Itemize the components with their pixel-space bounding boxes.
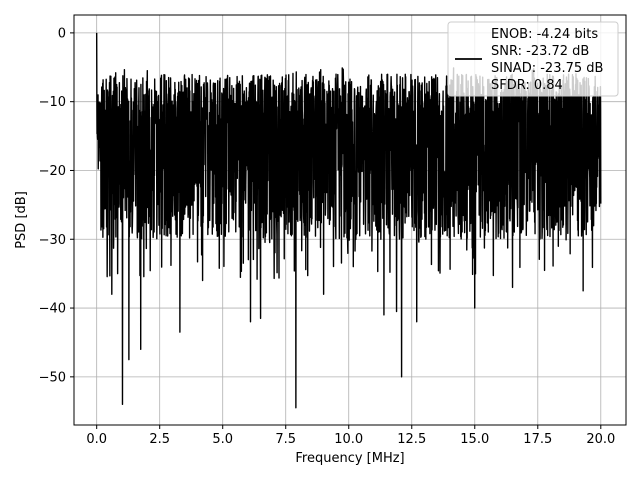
- x-tick-label: 10.0: [334, 432, 363, 447]
- x-axis-label: Frequency [MHz]: [295, 451, 404, 466]
- y-tick-label: −20: [39, 164, 66, 179]
- axes-ticks: 0.0 2.5 5.0 7.5 10.0 12.5 15.0 17.5 20.0 0 −10 −20 −…: [39, 26, 616, 447]
- x-tick-label: 17.5: [523, 432, 552, 447]
- x-tick-label: 0.0: [86, 432, 107, 447]
- y-tick-label: −50: [39, 370, 66, 385]
- y-tick-label: −10: [39, 95, 66, 110]
- legend: ENOB: -4.24 bits SNR: -23.72 dB SINAD: -…: [447, 21, 619, 97]
- legend-line-sfdr: SFDR: 0.84: [491, 78, 563, 93]
- y-axis-label: PSD [dB]: [14, 191, 29, 249]
- legend-line-enob: ENOB: -4.24 bits: [491, 27, 598, 42]
- y-tick-label: 0: [58, 26, 66, 41]
- x-tick-label: 12.5: [397, 432, 426, 447]
- x-tick-label: 5.0: [212, 432, 233, 447]
- x-tick-label: 15.0: [460, 432, 489, 447]
- x-tick-label: 20.0: [586, 432, 615, 447]
- psd-series-line: [95, 32, 602, 409]
- y-tick-label: −40: [39, 302, 66, 317]
- x-tick-label: 7.5: [275, 432, 296, 447]
- legend-box: [447, 21, 619, 97]
- legend-line-sinad: SINAD: -23.75 dB: [491, 61, 603, 76]
- plot-data: [95, 32, 602, 409]
- legend-line-snr: SNR: -23.72 dB: [491, 44, 589, 59]
- x-tick-label: 2.5: [149, 432, 170, 447]
- y-tick-label: −30: [39, 233, 66, 248]
- plot-frame: [73, 14, 627, 426]
